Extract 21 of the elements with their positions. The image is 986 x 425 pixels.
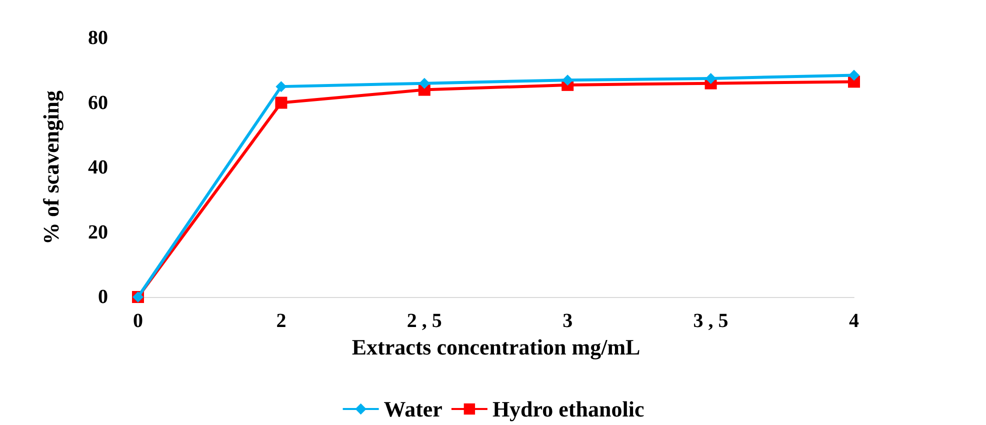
x-tick-label: 3 , 5	[693, 310, 728, 332]
y-tick-label: 60	[88, 92, 108, 114]
y-tick-label: 40	[88, 156, 108, 178]
point	[276, 81, 287, 92]
point	[562, 74, 574, 86]
point	[418, 78, 430, 89]
y-tick-label: 0	[98, 286, 108, 308]
y-axis-title: % of scavenging	[38, 90, 64, 244]
x-tick-label: 3	[562, 310, 573, 332]
legend-label: Hydro ethanolic	[492, 396, 644, 422]
x-tick-label: 2	[276, 310, 286, 332]
legend-label: Water	[384, 396, 443, 422]
x-tick-label: 0	[133, 310, 143, 332]
x-tick-label: 2 , 5	[406, 310, 442, 332]
point	[705, 72, 716, 84]
y-tick-label: 20	[88, 221, 108, 244]
point	[848, 70, 860, 81]
y-tick-label: 80	[88, 27, 108, 49]
point	[275, 96, 288, 109]
x-tick-label: 4	[849, 310, 859, 332]
x-axis-title: Extracts concentration mg/mL	[352, 334, 640, 360]
